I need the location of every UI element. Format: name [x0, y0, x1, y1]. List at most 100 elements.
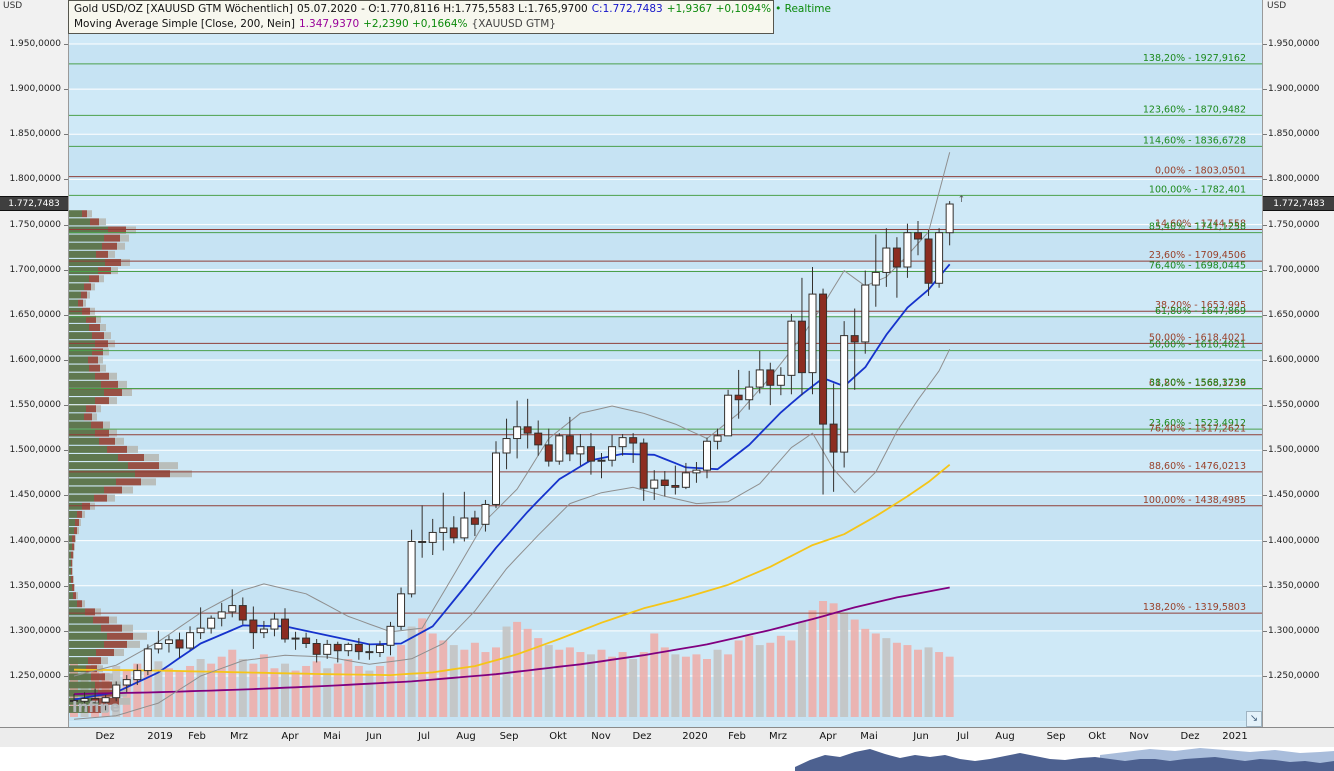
time-axis-label: Jun	[913, 731, 929, 742]
fibonacci-lines	[68, 63, 1262, 614]
price-tick-mark	[1263, 359, 1267, 361]
fib-level-label: 61,80% - 1647,869	[1155, 306, 1246, 317]
time-axis-label: Dez	[95, 731, 115, 742]
fib-level-label: 138,20% - 1319,5803	[1143, 602, 1246, 613]
price-tick-label: 1.300,0000	[1268, 625, 1320, 636]
price-tick-mark	[1263, 405, 1267, 407]
price-tick-label: 1.500,0000	[1268, 445, 1320, 456]
price-tick-mark	[1263, 495, 1267, 497]
fib-level-label: 123,60% - 1870,9482	[1143, 104, 1246, 115]
time-axis-label: Apr	[819, 731, 837, 742]
price-tick-mark	[64, 585, 68, 587]
time-axis-label: Sep	[1046, 731, 1066, 742]
fib-level-label: 50,00% - 1618,4021	[1149, 332, 1246, 343]
time-axis-label: Apr	[281, 731, 299, 742]
price-tick-label: 1.900,0000	[9, 84, 61, 95]
price-tick-label: 1.950,0000	[1268, 38, 1320, 49]
price-axis-right[interactable]: USD 1.772,7483 1.950,0000 1.900,0000 1.850…	[1262, 0, 1334, 727]
time-axis-label: Mai	[860, 731, 878, 742]
price-tick-label: 1.550,0000	[9, 400, 61, 411]
close-value: C:1.772,7483	[591, 3, 663, 15]
price-tick-label: 1.650,0000	[9, 309, 61, 320]
price-tick-mark	[64, 495, 68, 497]
price-tick-label: 1.450,0000	[9, 490, 61, 501]
last-price-marker-icon: ↑	[958, 195, 966, 205]
time-axis-label: Dez	[1180, 731, 1200, 742]
resize-handle-icon[interactable]: ↘	[1246, 711, 1262, 727]
time-axis-label: Nov	[591, 731, 611, 742]
currency-label-right: USD	[1267, 1, 1287, 11]
price-tick-mark	[1263, 224, 1267, 226]
chart-info-panel: Gold USD/OZ [XAUUSD GTM Wöchentlich] 05.0…	[68, 0, 831, 34]
fib-level-label: 0,00% - 1803,0501	[1155, 166, 1246, 177]
candlestick-series	[70, 201, 954, 712]
price-tick-mark	[1263, 585, 1267, 587]
price-tick-mark	[64, 89, 68, 91]
background-bands	[68, 0, 1262, 727]
time-axis-label: Feb	[188, 731, 206, 742]
price-tick-mark	[64, 540, 68, 542]
band-lower-gray	[73, 348, 951, 720]
time-axis-label: 2019	[147, 731, 173, 742]
time-axis-label: Aug	[995, 731, 1015, 742]
price-tick-mark	[64, 630, 68, 632]
ma-slow-yellow	[73, 464, 951, 676]
time-axis-label: Nov	[1129, 731, 1149, 742]
price-tick-mark	[1263, 630, 1267, 632]
price-tick-mark	[64, 43, 68, 45]
price-tick-mark	[64, 134, 68, 136]
time-axis-label: 2021	[1222, 731, 1248, 742]
time-axis-label: Mrz	[230, 731, 248, 742]
price-tick-label: 1.250,0000	[9, 670, 61, 681]
navigator-area-dark	[795, 749, 1334, 771]
current-price-tag-right: 1.772,7483	[1263, 196, 1334, 212]
ma-fast-blue	[73, 263, 951, 701]
price-tick-label: 1.800,0000	[1268, 174, 1320, 185]
price-tick-mark	[1263, 179, 1267, 181]
price-tick-mark	[1263, 314, 1267, 316]
price-tick-label: 1.950,0000	[9, 38, 61, 49]
fib-level-label: 88,60% - 1476,0213	[1149, 461, 1246, 472]
chart-plot-area[interactable]: ↑ 138,20% - 1927,9162 123,60% - 1870,9482 1…	[68, 0, 1262, 727]
price-axis-left[interactable]: USD 1.772,7483 1.950,0000 1.900,0000 1.850…	[0, 0, 69, 727]
fib-level-label: 14,60% - 1744,558	[1155, 218, 1246, 229]
change-value: +1,9367 +0,1094%	[666, 3, 772, 15]
price-tick-label: 1.550,0000	[1268, 400, 1320, 411]
fib-level-label: 76,40% - 1517,2621	[1149, 424, 1246, 435]
fib-level-label: 138,20% - 1927,9162	[1143, 53, 1246, 64]
price-tick-mark	[1263, 89, 1267, 91]
price-tick-mark	[64, 359, 68, 361]
price-tick-mark	[64, 179, 68, 181]
fib-level-label: 38,20% - 1568,3739	[1149, 378, 1246, 389]
price-tick-label: 1.800,0000	[9, 174, 61, 185]
price-tick-label: 1.450,0000	[1268, 490, 1320, 501]
time-axis[interactable]: Dez 2019 Feb Mrz Apr Mai Jun Jul Aug Sep Okt Nov Dez…	[0, 727, 1334, 747]
price-tick-label: 1.750,0000	[9, 219, 61, 230]
fib-level-label: 38,20% - 1653,995	[1155, 300, 1246, 311]
realtime-badge: • Realtime	[775, 3, 831, 15]
indicator-symbol: {XAUUSD GTM}	[471, 18, 556, 30]
price-tick-mark	[64, 450, 68, 452]
price-tick-label: 1.400,0000	[9, 535, 61, 546]
price-tick-label: 1.250,0000	[1268, 670, 1320, 681]
price-tick-mark	[64, 224, 68, 226]
time-axis-label: Feb	[728, 731, 746, 742]
price-tick-label: 1.500,0000	[9, 445, 61, 456]
price-tick-mark	[1263, 450, 1267, 452]
fibonacci-labels: 138,20% - 1927,9162 123,60% - 1870,9482 11…	[1143, 53, 1246, 613]
price-tick-mark	[1263, 43, 1267, 45]
watermark: Infine	[72, 698, 120, 716]
chart-navigator[interactable]	[0, 746, 1334, 771]
instrument-info-line: Gold USD/OZ [XAUUSD GTM Wöchentlich] 05.0…	[74, 2, 831, 17]
price-tick-label: 1.700,0000	[1268, 264, 1320, 275]
time-axis-label: Aug	[456, 731, 476, 742]
fib-level-label: 76,40% - 1698,0445	[1149, 260, 1246, 271]
price-tick-mark	[1263, 675, 1267, 677]
fib-level-label: 114,60% - 1836,6728	[1143, 135, 1246, 146]
time-axis-label: Mai	[323, 731, 341, 742]
price-tick-mark	[64, 405, 68, 407]
price-tick-mark	[64, 314, 68, 316]
price-tick-label: 1.650,0000	[1268, 309, 1320, 320]
time-axis-label: Mrz	[769, 731, 787, 742]
